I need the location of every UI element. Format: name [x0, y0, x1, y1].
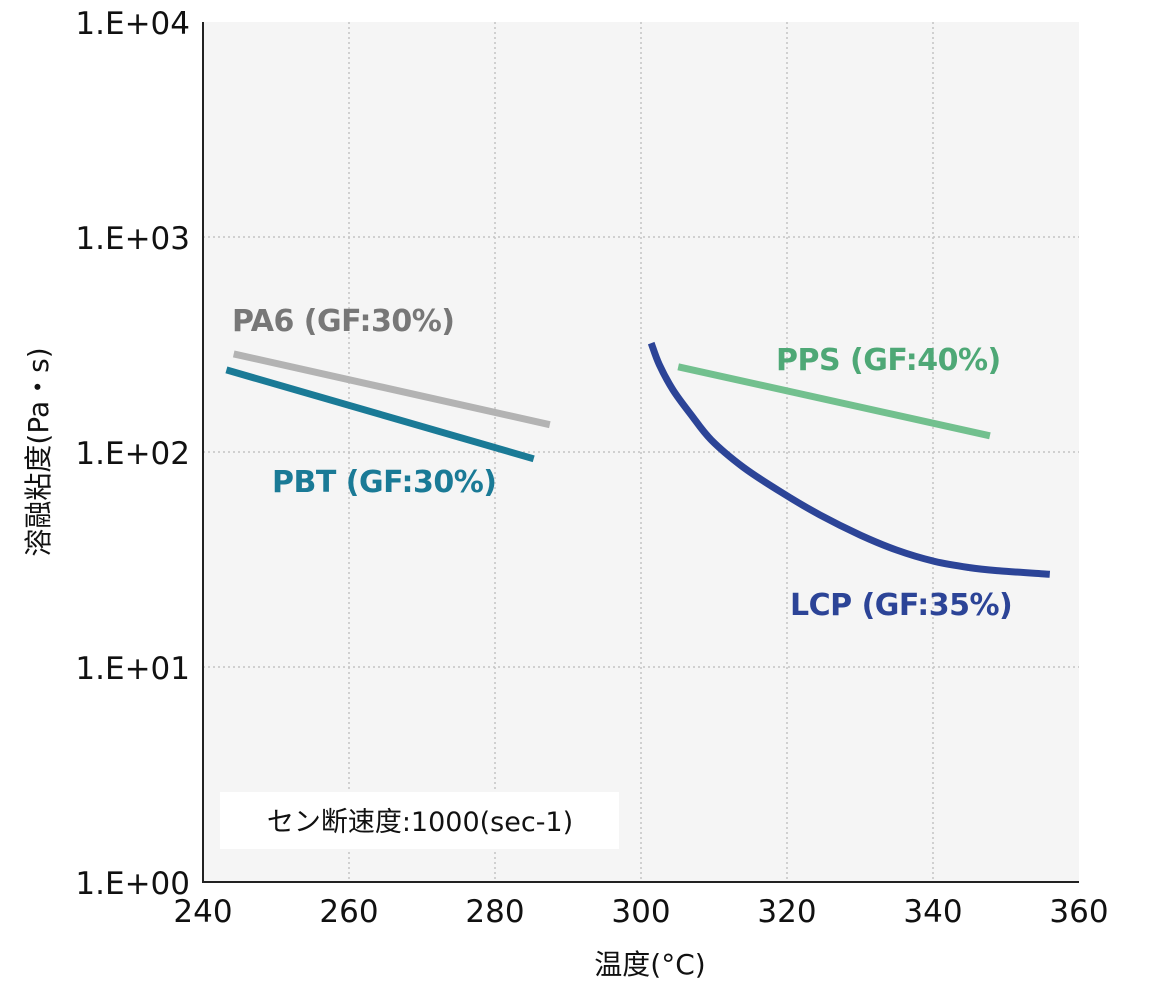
x-tick-label: 300 — [611, 894, 670, 930]
y-tick-labels: 1.E+00 1.E+01 1.E+02 1.E+03 1.E+04 — [75, 6, 190, 902]
series-label-pps: PPS (GF:40%) — [776, 343, 1001, 378]
x-tick-labels: 240 260 280 300 320 340 360 — [173, 894, 1108, 930]
series-layer — [225, 341, 1051, 578]
x-axis-title: 温度(°C) — [594, 948, 705, 981]
series-label-lcp: LCP (GF:35%) — [790, 588, 1012, 623]
series-label-pbt: PBT (GF:30%) — [272, 465, 496, 500]
x-tick-label: 260 — [319, 894, 378, 930]
annotation-box — [220, 792, 619, 849]
y-tick-label: 1.E+03 — [75, 221, 190, 257]
y-tick-label: 1.E+01 — [75, 651, 190, 687]
series-line-lcp — [647, 341, 1051, 578]
y-tick-label: 1.E+02 — [75, 436, 190, 472]
x-tick-label: 240 — [173, 894, 232, 930]
series-line-pbt — [225, 366, 535, 463]
x-tick-label: 340 — [903, 894, 962, 930]
x-tick-label: 280 — [465, 894, 524, 930]
shear-rate-annotation: セン断速度:1000(sec-1) — [267, 807, 573, 838]
y-tick-label: 1.E+00 — [75, 866, 190, 902]
series-label-pa6: PA6 (GF:30%) — [232, 304, 454, 339]
series-line-pps — [677, 363, 991, 440]
y-axis-title: 溶融粘度(Pa・s) — [22, 347, 55, 556]
series-line-pa6 — [232, 350, 551, 429]
x-tick-label: 320 — [757, 894, 816, 930]
grid-lines — [203, 22, 1079, 882]
y-tick-label: 1.E+04 — [75, 6, 190, 42]
x-tick-label: 360 — [1049, 894, 1108, 930]
